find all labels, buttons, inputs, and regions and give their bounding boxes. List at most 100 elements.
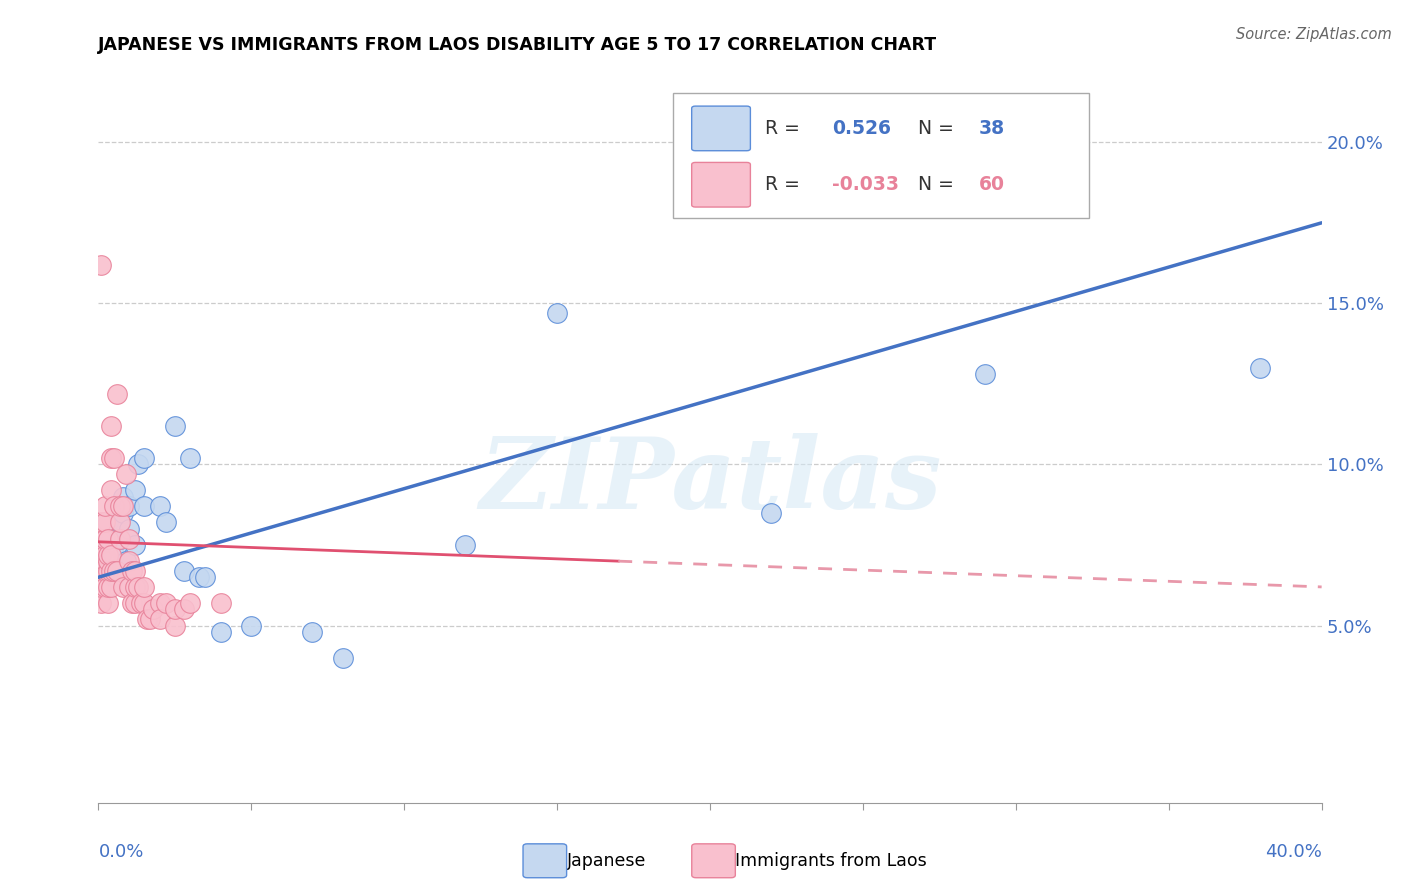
Point bbox=[103, 564, 125, 578]
Point bbox=[134, 580, 156, 594]
Point bbox=[188, 570, 211, 584]
Point bbox=[108, 500, 131, 514]
Point bbox=[115, 467, 138, 482]
Text: N =: N = bbox=[905, 175, 960, 194]
Text: 0.0%: 0.0% bbox=[98, 843, 143, 861]
Point bbox=[759, 506, 782, 520]
Point bbox=[100, 450, 122, 465]
Point bbox=[209, 596, 232, 610]
Point bbox=[149, 500, 172, 514]
Point bbox=[118, 532, 141, 546]
Point bbox=[134, 596, 156, 610]
Point bbox=[124, 596, 146, 610]
Point bbox=[97, 538, 120, 552]
Point bbox=[90, 596, 112, 610]
Point bbox=[93, 532, 115, 546]
Point bbox=[93, 548, 115, 562]
Point bbox=[124, 580, 146, 594]
Point bbox=[118, 580, 141, 594]
Text: Source: ZipAtlas.com: Source: ZipAtlas.com bbox=[1236, 27, 1392, 42]
Point bbox=[301, 625, 323, 640]
Point bbox=[699, 119, 721, 133]
Point bbox=[134, 450, 156, 465]
Text: -0.033: -0.033 bbox=[832, 175, 900, 194]
Point bbox=[127, 458, 149, 472]
Point bbox=[118, 554, 141, 568]
Point bbox=[111, 500, 134, 514]
Point bbox=[454, 538, 477, 552]
Point bbox=[93, 500, 115, 514]
Point bbox=[105, 564, 128, 578]
Point bbox=[93, 554, 115, 568]
Point bbox=[332, 650, 354, 665]
Point bbox=[97, 564, 120, 578]
Point bbox=[115, 554, 138, 568]
Point bbox=[90, 516, 112, 530]
Point bbox=[108, 532, 131, 546]
Point bbox=[100, 554, 122, 568]
Point bbox=[97, 548, 120, 562]
Text: 38: 38 bbox=[979, 119, 1005, 138]
Point bbox=[139, 612, 162, 626]
FancyBboxPatch shape bbox=[692, 106, 751, 151]
Text: Japanese: Japanese bbox=[567, 852, 645, 870]
Point bbox=[108, 532, 131, 546]
Point bbox=[90, 560, 112, 574]
Point bbox=[100, 564, 122, 578]
Text: R =: R = bbox=[765, 119, 806, 138]
Point bbox=[100, 532, 122, 546]
Point bbox=[93, 516, 115, 530]
Text: 60: 60 bbox=[979, 175, 1005, 194]
Point bbox=[134, 500, 156, 514]
Point bbox=[173, 602, 195, 616]
Point bbox=[90, 258, 112, 272]
Point bbox=[90, 564, 112, 578]
Point bbox=[155, 596, 177, 610]
Point bbox=[108, 516, 131, 530]
Point bbox=[127, 580, 149, 594]
Point bbox=[103, 548, 125, 562]
Text: Immigrants from Laos: Immigrants from Laos bbox=[735, 852, 927, 870]
Point bbox=[97, 596, 120, 610]
Point bbox=[93, 564, 115, 578]
Point bbox=[111, 490, 134, 504]
Point bbox=[121, 564, 143, 578]
Point bbox=[121, 596, 143, 610]
Point bbox=[90, 548, 112, 562]
Point bbox=[118, 500, 141, 514]
Point bbox=[103, 500, 125, 514]
Point bbox=[103, 450, 125, 465]
Point bbox=[103, 570, 125, 584]
Point bbox=[163, 602, 186, 616]
Point bbox=[105, 538, 128, 552]
Point bbox=[93, 580, 115, 594]
Point bbox=[209, 625, 232, 640]
Point bbox=[111, 580, 134, 594]
Point bbox=[163, 418, 186, 433]
Point bbox=[100, 580, 122, 594]
Text: N =: N = bbox=[905, 119, 960, 138]
Point bbox=[105, 386, 128, 401]
Point bbox=[97, 516, 120, 530]
Point bbox=[97, 554, 120, 568]
Point bbox=[100, 548, 122, 562]
Point bbox=[149, 596, 172, 610]
Point bbox=[149, 612, 172, 626]
Point bbox=[90, 532, 112, 546]
Point bbox=[179, 450, 201, 465]
Point bbox=[974, 368, 997, 382]
Point bbox=[1249, 360, 1271, 375]
Point bbox=[90, 580, 112, 594]
Point bbox=[124, 483, 146, 498]
Text: 40.0%: 40.0% bbox=[1265, 843, 1322, 861]
Text: JAPANESE VS IMMIGRANTS FROM LAOS DISABILITY AGE 5 TO 17 CORRELATION CHART: JAPANESE VS IMMIGRANTS FROM LAOS DISABIL… bbox=[98, 36, 938, 54]
FancyBboxPatch shape bbox=[692, 162, 751, 207]
Point bbox=[97, 580, 120, 594]
Point bbox=[546, 306, 568, 320]
Point bbox=[155, 516, 177, 530]
Point bbox=[194, 570, 217, 584]
Point bbox=[100, 418, 122, 433]
Point bbox=[129, 596, 152, 610]
Point bbox=[124, 538, 146, 552]
Point bbox=[240, 618, 263, 632]
